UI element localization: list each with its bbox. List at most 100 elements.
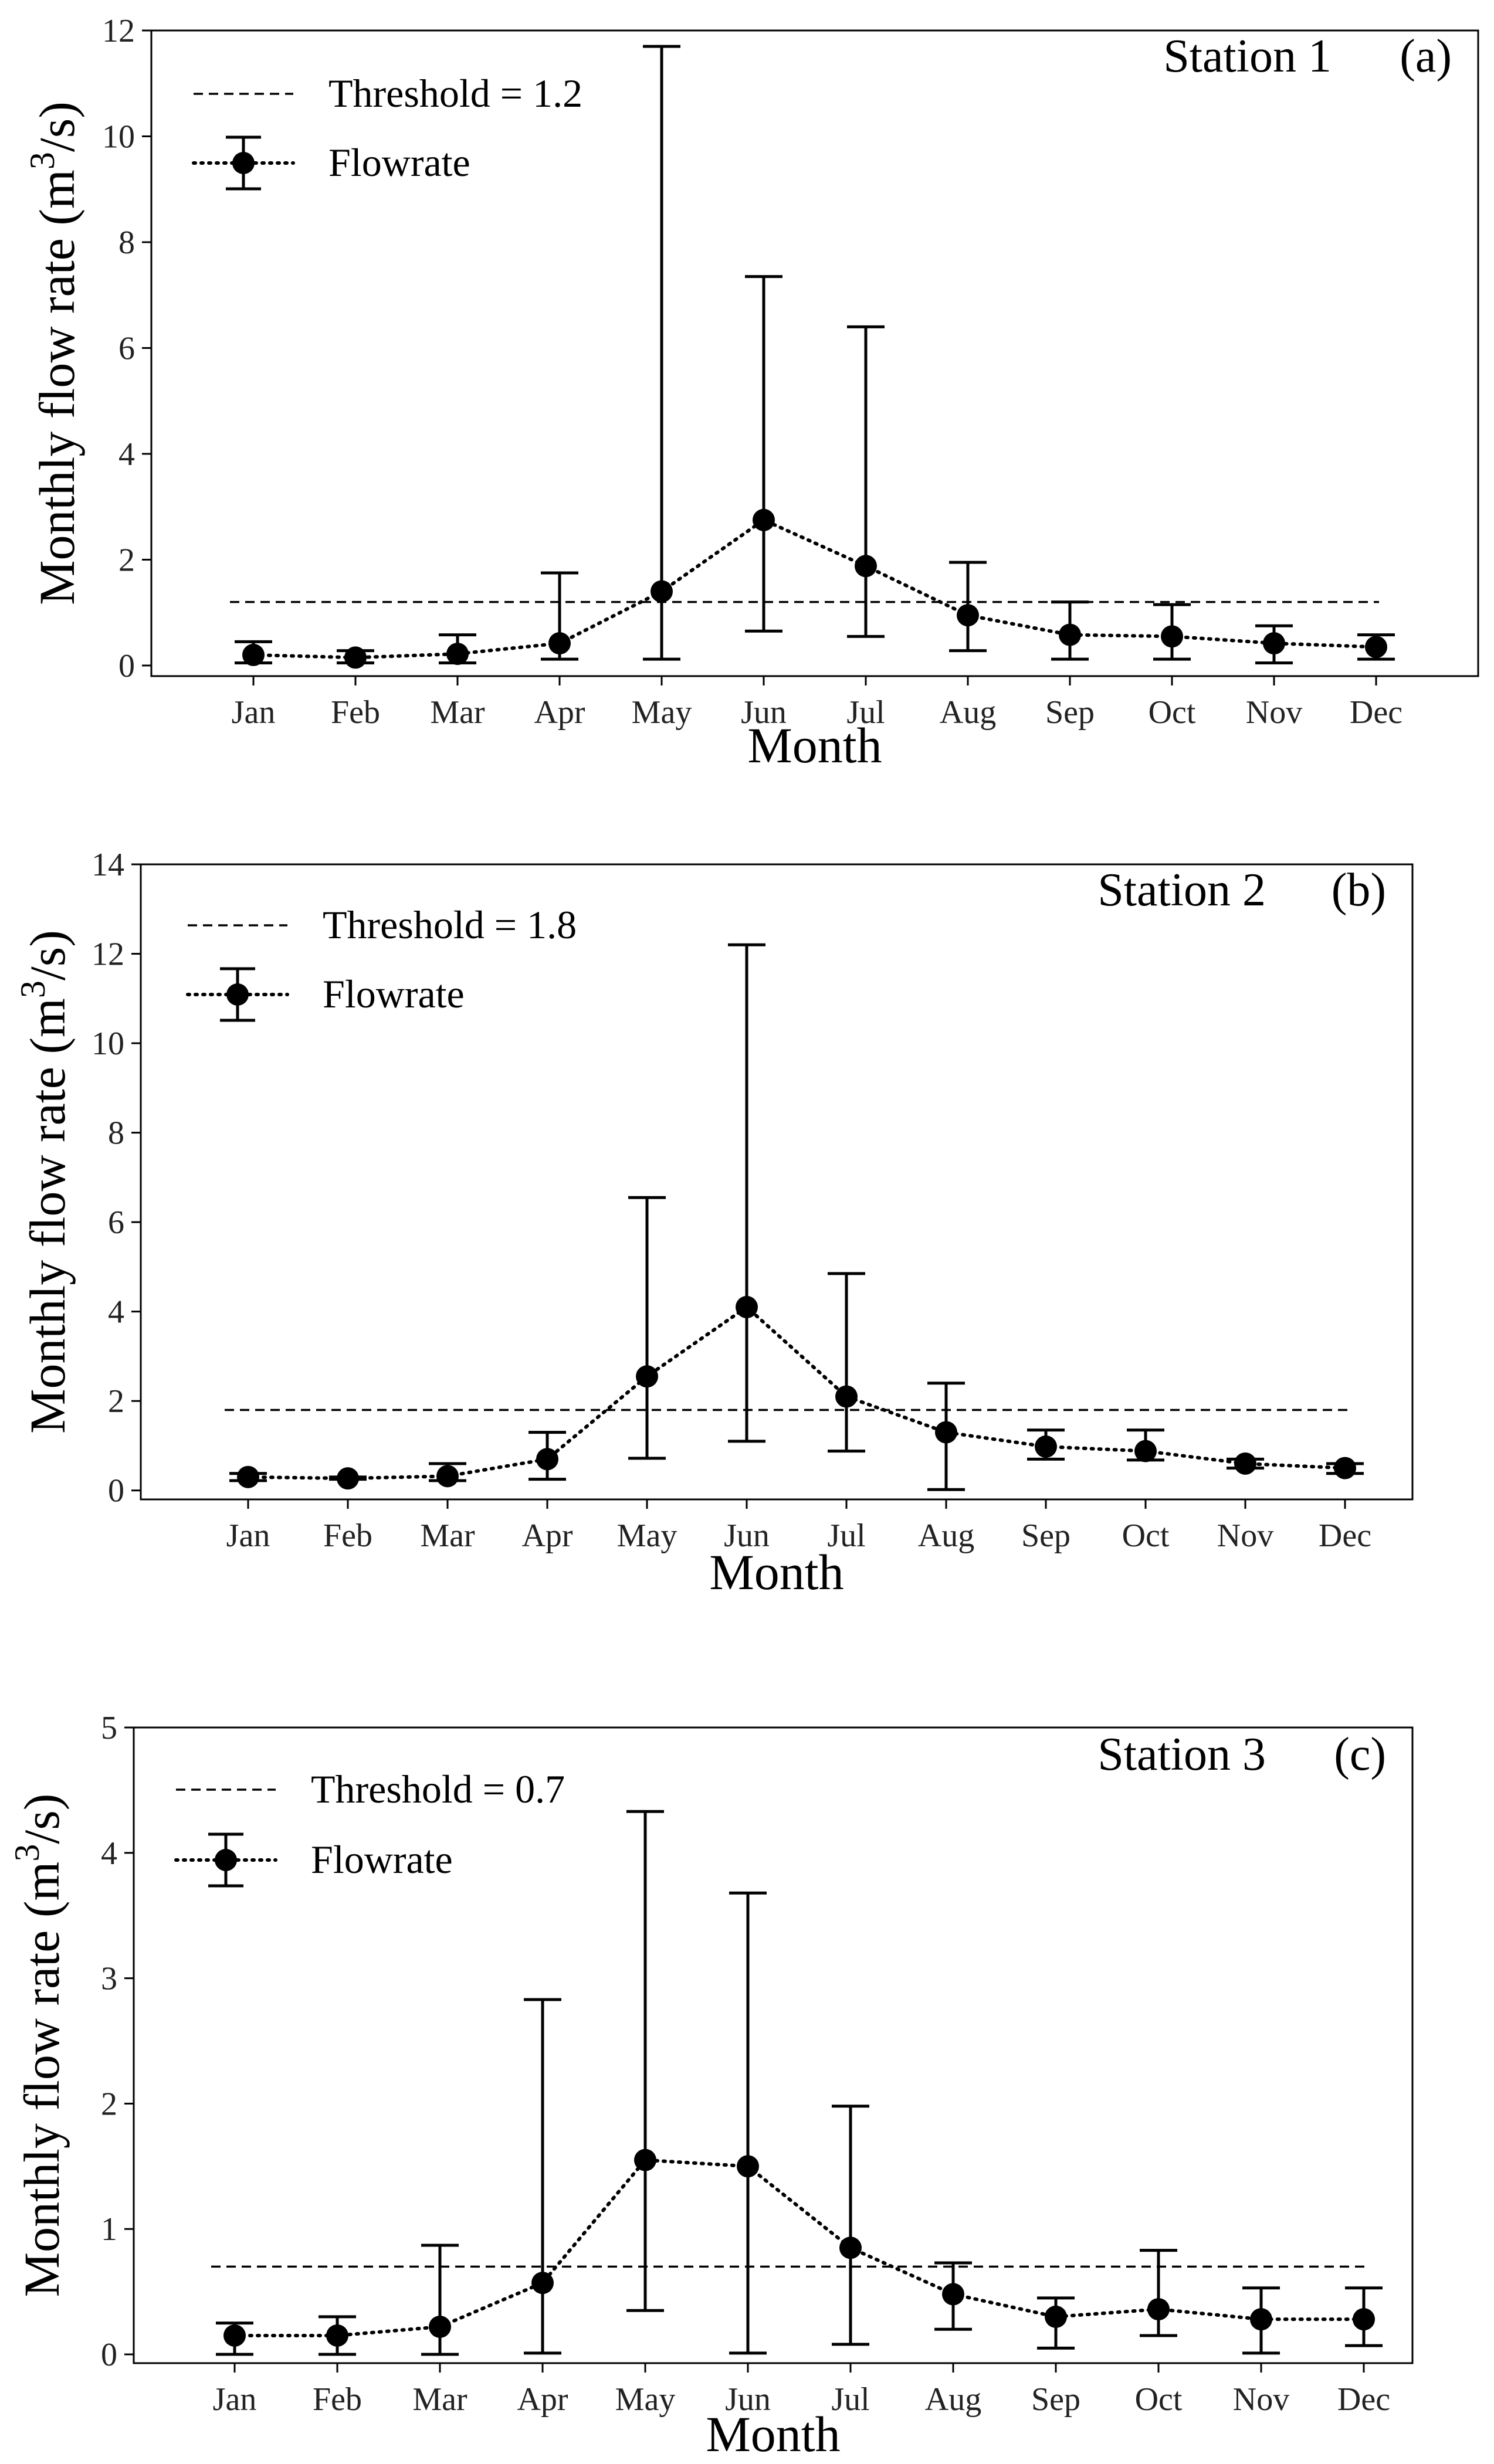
data-point — [957, 604, 979, 627]
data-point — [1147, 2298, 1170, 2321]
chart-panel-3: 0 1 2 3 4 5 Jan Feb Mar Apr May Jun Jul Aug Sep Oct Nov D… — [8, 1710, 1414, 2462]
data-point — [737, 2155, 759, 2178]
data-point — [1234, 1452, 1256, 1475]
legend-flowrate-label: Flowrate — [323, 972, 465, 1016]
chart-panel-2: 0 2 4 6 8 10 12 14 Jan Feb Mar Apr May Jun Jul Aug Sep Oc… — [13, 847, 1414, 1600]
x-tick-label: Feb — [323, 1518, 372, 1554]
data-point — [326, 2324, 348, 2347]
x-tick-label: May — [632, 694, 692, 731]
flowrate-line — [246, 1305, 1347, 1481]
data-point — [429, 2315, 451, 2338]
data-point — [242, 643, 265, 666]
y-axis-title-superscript: 3 — [23, 152, 62, 169]
x-tick-label: Aug — [925, 2381, 981, 2418]
x-tick-label: Oct — [1135, 2381, 1183, 2418]
y-tick-label: 5 — [101, 1710, 117, 1746]
y-tick-label: 8 — [108, 1115, 124, 1152]
y-tick-label: 1 — [101, 2211, 117, 2248]
x-tick-label: Oct — [1149, 694, 1196, 731]
y-tick-label: 3 — [101, 1961, 117, 1997]
x-tick-label: Jul — [846, 694, 885, 731]
y-axis-title: Monthly flow rate (m3/s) — [13, 930, 76, 1434]
y-tick-label: 4 — [101, 1835, 117, 1872]
x-tick-label: Apr — [521, 1518, 572, 1554]
data-point — [531, 2272, 554, 2295]
legend-threshold-label: Threshold = 1.8 — [323, 902, 577, 947]
x-axis-title: Month — [706, 2406, 840, 2462]
data-point — [634, 2149, 656, 2171]
data-point — [942, 2283, 964, 2306]
x-tick-label: Apr — [534, 694, 585, 731]
data-point — [1045, 2305, 1067, 2328]
legend-point — [215, 1849, 237, 1871]
x-tick-label: Jul — [827, 1518, 865, 1554]
x-tick-label: May — [617, 1518, 677, 1554]
y-tick-label: 2 — [118, 542, 135, 578]
y-tick-label: 14 — [92, 847, 124, 883]
data-point — [223, 2324, 246, 2347]
x-tick-label: Apr — [517, 2381, 568, 2418]
x-tick-label: Sep — [1031, 2381, 1080, 2418]
x-tick-label: Feb — [331, 694, 380, 731]
y-tick-label: 4 — [108, 1294, 124, 1331]
data-point — [548, 632, 571, 655]
panel-label: (b) — [1332, 864, 1386, 916]
x-tick-label: Jun — [724, 1518, 770, 1554]
panel-label: (c) — [1334, 1729, 1386, 1780]
chart-panel-1: 0 2 4 6 8 10 12 Jan Feb Mar Apr May Jun Jul Aug Sep Oct N… — [23, 13, 1479, 773]
x-tick-label: May — [615, 2381, 676, 2418]
y-axis-title: Monthly flow rate (m3/s) — [8, 1794, 70, 2297]
x-tick-label: Dec — [1350, 694, 1402, 731]
y-axis-title-end: /s) — [29, 101, 85, 152]
y-axis-title-main: Monthly flow rate (m — [19, 998, 76, 1434]
data-point — [839, 2236, 862, 2259]
x-tick-label: Mar — [430, 694, 485, 731]
y-tick-label: 10 — [102, 118, 135, 155]
x-tick-label: Jan — [232, 694, 276, 731]
x-tick-label: Mar — [412, 2381, 467, 2418]
data-point — [1134, 1440, 1157, 1462]
y-tick-label: 10 — [92, 1026, 124, 1062]
x-tick-label: Sep — [1045, 694, 1095, 731]
y-tick-label: 4 — [118, 436, 135, 473]
data-point — [935, 1421, 957, 1444]
station-label: Station 2 — [1097, 864, 1266, 916]
plot-frame — [140, 863, 1414, 1501]
x-tick-label: Jan — [226, 1518, 270, 1554]
legend-flowrate-label: Flowrate — [311, 1837, 453, 1882]
x-tick-label: Oct — [1122, 1518, 1170, 1554]
data-point — [835, 1385, 858, 1408]
y-axis-title-superscript: 3 — [8, 1844, 46, 1862]
x-tick-label: Nov — [1217, 1518, 1273, 1554]
y-tick-label: 2 — [108, 1383, 124, 1420]
y-tick-label: 2 — [101, 2086, 117, 2122]
x-tick-label: Nov — [1246, 694, 1302, 731]
data-point — [1365, 636, 1387, 659]
x-tick-label: Feb — [313, 2381, 362, 2418]
station-label: Station 3 — [1097, 1729, 1266, 1780]
y-tick-label: 6 — [118, 330, 135, 366]
legend-threshold-label: Threshold = 0.7 — [311, 1767, 565, 1811]
panel-label: (a) — [1400, 30, 1452, 82]
data-point — [1263, 632, 1285, 655]
flowrate-line — [252, 518, 1378, 660]
y-axis-title-main: Monthly flow rate (m — [13, 1862, 70, 2297]
x-tick-label: Dec — [1337, 2381, 1390, 2418]
y-tick-label: 8 — [118, 225, 135, 261]
data-point — [1250, 2308, 1272, 2331]
data-point — [446, 643, 469, 666]
x-tick-label: Dec — [1319, 1518, 1371, 1554]
x-tick-label: Aug — [918, 1518, 974, 1554]
plot-frame — [150, 29, 1479, 677]
flowrate-line — [233, 2158, 1366, 2337]
data-point — [536, 1448, 558, 1471]
data-point — [736, 1296, 758, 1319]
legend-flowrate-label: Flowrate — [328, 140, 470, 185]
legend-point — [226, 983, 249, 1006]
data-point — [1059, 623, 1081, 646]
data-point — [337, 1467, 359, 1490]
y-tick-label: 12 — [102, 13, 135, 49]
y-axis-title-main: Monthly flow rate (m — [29, 169, 85, 605]
data-point — [1035, 1435, 1057, 1458]
